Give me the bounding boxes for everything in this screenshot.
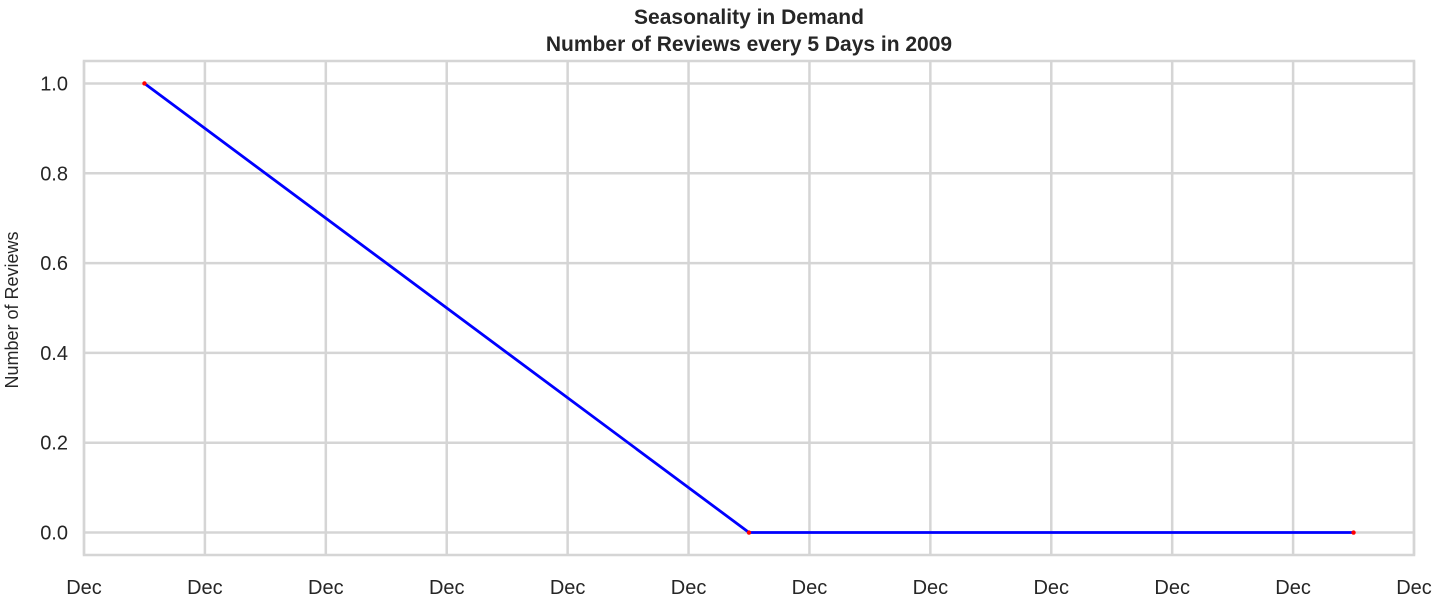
x-tick-labels: Dec Dec Dec Dec Dec Dec Dec Dec Dec Dec Dec Dec xyxy=(66,577,1432,599)
data-point xyxy=(746,530,752,535)
chart-title: Seasonality in Demand xyxy=(634,6,864,29)
y-tick-label: 0.0 xyxy=(40,523,68,545)
x-tick-label: Dec xyxy=(308,577,344,599)
x-tick-label: Dec xyxy=(66,577,102,599)
plot-frame xyxy=(82,59,1416,557)
x-tick-label: Dec xyxy=(1033,577,1069,599)
x-tick-label: Dec xyxy=(187,577,223,599)
y-tick-label: 0.8 xyxy=(40,163,68,185)
x-tick-label: Dec xyxy=(1154,577,1190,599)
series xyxy=(142,81,1356,535)
x-tick-label: Dec xyxy=(671,577,707,599)
y-tick-label: 0.4 xyxy=(40,343,68,365)
data-point xyxy=(1351,530,1356,535)
data-point xyxy=(142,81,147,86)
y-axis-label: Number of Reviews xyxy=(2,231,22,388)
y-tick-label: 0.6 xyxy=(40,253,68,275)
y-tick-label: 0.2 xyxy=(40,433,68,455)
x-tick-label: Dec xyxy=(1396,577,1432,599)
x-tick-label: Dec xyxy=(792,577,828,599)
plot-frame-border xyxy=(82,59,1416,557)
y-tick-label: 1.0 xyxy=(40,73,68,95)
y-tick-labels: 0.0 0.2 0.4 0.6 0.8 1.0 xyxy=(40,73,68,544)
x-tick-label: Dec xyxy=(913,577,949,599)
x-tick-label: Dec xyxy=(550,577,586,599)
x-tick-label: Dec xyxy=(1275,577,1311,599)
chart-subtitle: Number of Reviews every 5 Days in 2009 xyxy=(546,33,952,56)
x-tick-label: Dec xyxy=(429,577,465,599)
